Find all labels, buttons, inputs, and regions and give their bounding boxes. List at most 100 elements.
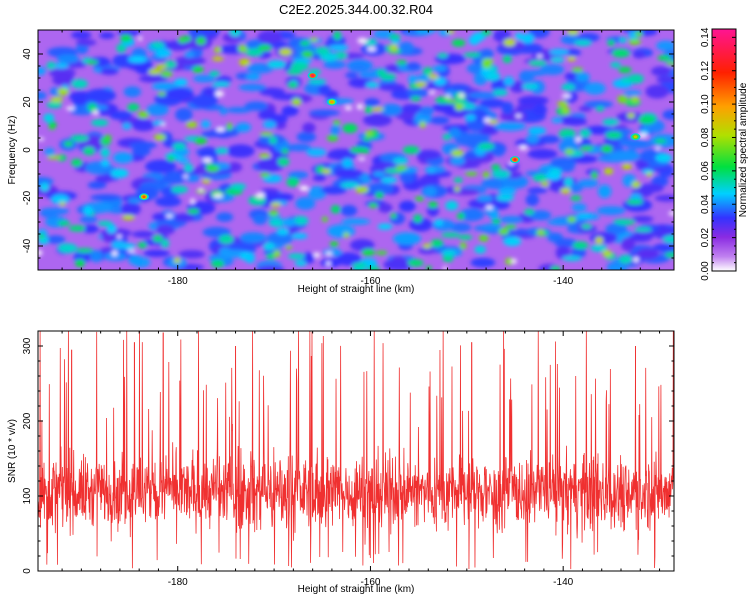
speckle-blob	[330, 125, 340, 135]
speckle-blob	[383, 259, 414, 270]
speckle-blob	[662, 235, 674, 244]
snr-xlabel: Height of straight line (km)	[298, 584, 415, 595]
speckle-blob	[577, 179, 599, 188]
speckle-blob	[322, 248, 342, 257]
speckle-blob	[608, 150, 641, 162]
speckle-gap	[511, 258, 517, 264]
speckle-blob	[377, 223, 393, 230]
speckle-blob	[68, 225, 86, 232]
speckle-blob	[226, 122, 233, 131]
speckle-blob	[401, 103, 423, 114]
colorbar-tick-label: 0.02	[700, 227, 711, 247]
speckle-blob	[557, 100, 569, 107]
speckle-blob	[442, 133, 452, 141]
speckle-blob	[320, 258, 342, 268]
speckle-blob	[607, 39, 615, 47]
speckle-blob	[101, 159, 110, 167]
speckle-blob	[366, 182, 394, 195]
speckle-blob	[422, 243, 432, 249]
speckle-blob	[345, 72, 359, 79]
speckle-blob	[471, 32, 486, 41]
speckle-blob	[638, 183, 664, 193]
speckle-blob	[257, 158, 285, 172]
speckle-blob	[487, 65, 499, 72]
speckle-blob	[91, 56, 111, 68]
speckle-blob	[128, 141, 157, 149]
speckle-blob	[434, 219, 444, 226]
speckle-gap	[483, 117, 491, 123]
speckle-blob	[340, 181, 360, 189]
speckle-blob	[590, 244, 608, 252]
speckle-gap	[326, 261, 331, 267]
speckle-blob	[657, 55, 672, 61]
speckle-blob	[665, 60, 674, 66]
speckle-blob	[120, 34, 132, 43]
speckle-blob	[617, 95, 628, 104]
speckle-blob	[342, 158, 354, 169]
speckle-blob	[281, 105, 299, 117]
speckle-blob	[541, 181, 549, 187]
speckle-blob	[244, 101, 269, 111]
speckle-blob	[290, 61, 309, 71]
snr-peaks	[71, 332, 636, 493]
speckle-blob	[613, 218, 633, 225]
speckle-blob	[175, 107, 193, 122]
speckle-blob	[605, 131, 622, 139]
speckle-blob	[38, 66, 47, 76]
speckle-blob	[355, 186, 369, 194]
speckle-blob	[479, 98, 506, 109]
speckle-blob	[46, 101, 62, 109]
speckle-blob	[571, 203, 587, 212]
speckle-blob	[381, 176, 398, 184]
speckle-blob	[505, 257, 514, 266]
colorbar-tick-label: 0.12	[700, 61, 711, 81]
speckle-blob	[368, 202, 378, 209]
speckle-blob	[57, 220, 71, 226]
hot-spot	[330, 100, 334, 104]
speckle-blob	[540, 64, 565, 76]
speckle-gap	[561, 93, 572, 98]
speckle-blob	[237, 44, 248, 53]
speckle-blob	[293, 215, 309, 226]
speckle-blob	[564, 148, 574, 154]
x-tick-label: -160	[360, 577, 380, 588]
speckle-blob	[500, 174, 529, 189]
speckle-blob	[425, 265, 432, 270]
speckle-blob	[287, 81, 298, 89]
speckle-blob	[184, 174, 201, 183]
speckle-blob	[341, 218, 371, 225]
colorbar-tick-label: 0.14	[700, 27, 711, 47]
speckle-blob	[445, 89, 457, 97]
speckle-blob	[301, 50, 314, 58]
speckle-blob	[627, 112, 635, 119]
speckle-blob	[441, 249, 457, 257]
speckle-blob	[278, 48, 293, 56]
speckle-blob	[71, 79, 88, 89]
speckle-blob	[636, 248, 659, 260]
speckle-blob	[269, 202, 282, 207]
speckle-blob	[491, 219, 501, 224]
speckle-gap	[65, 106, 76, 111]
colorbar-axes: 0.00 0.02 0.04 0.06 0.08 0.10 0.12 0.14	[700, 27, 736, 281]
speckle-blob	[160, 70, 173, 78]
speckle-blob	[390, 213, 397, 219]
speckle-blob	[634, 226, 653, 232]
speckle-blob	[212, 81, 231, 88]
speckle-blob	[578, 105, 592, 112]
speckle-blob	[417, 30, 437, 34]
speckle-blob	[291, 233, 308, 240]
speckle-blob	[100, 67, 119, 76]
speckle-blob	[308, 109, 341, 117]
speckle-blob	[646, 172, 653, 177]
speckle-blob	[285, 245, 293, 250]
speckle-blob	[321, 216, 329, 222]
speckle-blob	[194, 137, 208, 145]
speckle-blob	[509, 80, 526, 93]
speckle-gap	[638, 133, 648, 138]
speckle-blob	[267, 60, 286, 69]
speckle-blob	[352, 262, 367, 268]
speckle-blob	[571, 67, 584, 73]
speckle-blob	[127, 56, 147, 63]
colorbar-label: Normalized spectral amplitude	[738, 82, 749, 217]
speckle-blob	[276, 228, 289, 235]
